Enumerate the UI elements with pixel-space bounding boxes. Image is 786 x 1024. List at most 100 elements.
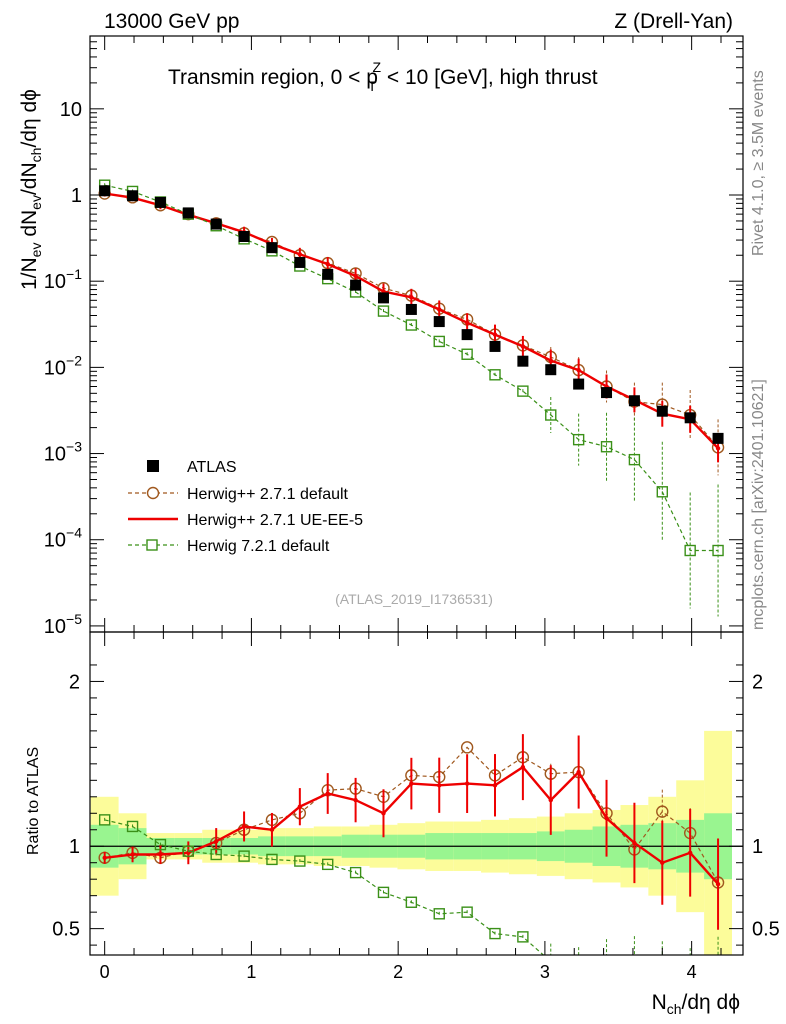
marker-ueee5: [576, 769, 581, 775]
marker-atlas: [712, 432, 724, 444]
marker-atlas: [433, 316, 445, 328]
marker-atlas: [684, 412, 696, 424]
analysis-id: (ATLAS_2019_I1736531): [335, 591, 493, 607]
y-tick-base: 10: [44, 616, 66, 638]
marker-atlas: [489, 340, 501, 352]
marker-herwig721: [461, 906, 473, 918]
legend-label: ATLAS: [187, 459, 237, 476]
ylabel-p3: /dN: [18, 162, 41, 195]
marker-ueee5: [353, 797, 358, 803]
marker-herwig721: [377, 305, 390, 317]
marker-atlas: [405, 303, 417, 315]
x-tick-label: 0: [100, 962, 110, 982]
marker-herwig721: [182, 845, 195, 857]
marker-herwig721: [126, 820, 139, 833]
marker-herwig721: [349, 866, 362, 879]
ratio-y-tick-label-right: 2: [752, 671, 763, 693]
marker-ueee5: [715, 881, 721, 887]
y-tick-base: 10: [44, 530, 66, 552]
marker-atlas: [545, 364, 557, 376]
marker-atlas: [517, 355, 529, 367]
plot-title-rest: < 10 [GeV], high thrust: [381, 66, 598, 89]
legend-marker-atlas: [147, 460, 159, 472]
marker-herwig721: [712, 544, 724, 557]
marker-atlas: [294, 256, 306, 268]
ratio-panel: [90, 730, 743, 983]
header-right: Z (Drell-Yan): [614, 10, 733, 33]
x-tick-label: 1: [246, 962, 256, 982]
marker-herwig721: [377, 886, 390, 899]
marker-ueee5: [269, 827, 275, 832]
marker-herwig721: [545, 409, 557, 421]
marker-atlas: [127, 190, 139, 202]
legend-label: Herwig 7.2.1 default: [187, 538, 330, 555]
marker-herwig721: [629, 973, 639, 983]
marker-ueee5: [604, 816, 609, 821]
y-axis-label-ratio: Ratio to ATLAS: [25, 747, 42, 855]
marker-ueee5: [158, 852, 163, 857]
marker-ueee5: [437, 307, 442, 312]
marker-ueee5: [409, 295, 414, 300]
marker-ueee5: [409, 781, 414, 786]
ratio-y-tick-label-left: 2: [69, 671, 80, 693]
marker-ueee5: [520, 344, 526, 349]
marker-atlas: [210, 218, 222, 230]
y-tick-exp: −1: [66, 266, 82, 282]
marker-herwig721: [628, 453, 641, 466]
marker-herwig721: [154, 838, 167, 851]
marker-ueee5: [715, 446, 721, 451]
y-tick-label: 1: [71, 185, 82, 207]
marker-ueee5: [241, 824, 247, 829]
marker-herwig721: [405, 896, 418, 908]
header-left: 13000 GeV pp: [104, 10, 239, 33]
marker-herwig721: [489, 369, 501, 381]
y-tick-exp: −2: [66, 352, 82, 368]
main-series: [98, 179, 725, 617]
ylabel-s3: ch: [28, 148, 44, 163]
ylabel-s1: ev: [28, 243, 44, 258]
legend-label: Herwig++ 2.7.1 default: [187, 486, 349, 503]
marker-herwig721: [574, 968, 584, 978]
ratio-y-tick-label-right: 1: [752, 836, 763, 858]
marker-atlas: [238, 231, 250, 243]
marker-ueee5: [632, 840, 637, 846]
ylabel-p1: 1/N: [18, 257, 41, 290]
marker-herwig721: [602, 968, 612, 978]
ylabel-p2: dN: [18, 210, 41, 243]
marker-herwig721: [98, 814, 111, 826]
marker-atlas: [656, 405, 668, 417]
marker-atlas: [99, 185, 111, 197]
y-tick-exp: −3: [66, 439, 82, 455]
marker-ueee5: [687, 850, 693, 856]
marker-atlas: [377, 292, 389, 304]
plot-title-sub: T: [368, 78, 377, 94]
ylabel-s2: ev: [28, 195, 44, 210]
y-tick-label: 10−2: [44, 352, 82, 379]
legend-marker-herwigpp-default: [146, 486, 160, 500]
marker-atlas: [350, 279, 362, 291]
marker-herwig721: [517, 931, 529, 943]
xlabel-p1: N: [652, 991, 667, 1014]
y-tick-base: 10: [60, 99, 82, 121]
marker-herwig721: [489, 927, 501, 940]
marker-ueee5: [297, 804, 303, 809]
marker-herwig721: [600, 441, 613, 453]
marker-ueee5: [492, 783, 498, 788]
marker-ueee5: [381, 811, 386, 816]
marker-herwig721: [656, 486, 668, 498]
ratio-y-tick-label-left: 0.5: [52, 919, 80, 941]
x-tick-label: 3: [540, 962, 550, 982]
marker-herwig721: [238, 850, 250, 862]
marker-atlas: [266, 242, 278, 254]
y-axis-label-main: 1/Nev dNev/dNch/dη dϕ: [18, 89, 44, 290]
rivet-label: Rivet 4.1.0, ≥ 3.5M events: [750, 70, 767, 256]
marker-ueee5: [548, 797, 553, 803]
marker-ueee5: [464, 320, 470, 325]
marker-ueee5: [492, 332, 498, 337]
xlabel-p2: /dη dϕ: [682, 991, 740, 1014]
marker-atlas: [154, 196, 166, 208]
marker-ueee5: [576, 367, 581, 373]
legend-marker-herwig721: [146, 539, 158, 551]
ratio-y-tick-label-right: 0.5: [752, 919, 780, 941]
